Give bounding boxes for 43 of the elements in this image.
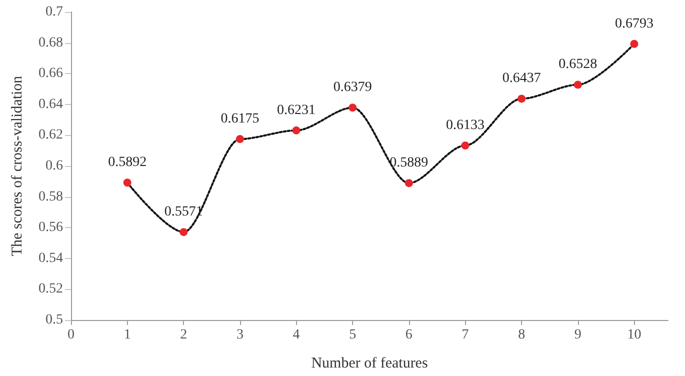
x-tick-label: 2 <box>180 328 188 342</box>
x-axis-title: Number of features <box>311 356 428 372</box>
y-tick-label: 0.5 <box>46 312 63 328</box>
point <box>574 80 582 89</box>
y-tick-label: 0.66 <box>38 66 63 82</box>
x-tick-label: 9 <box>574 328 582 342</box>
x-tick-label: 7 <box>462 328 469 342</box>
data-label: 0.6379 <box>333 80 372 96</box>
y-tick-label: 0.56 <box>38 220 63 236</box>
point <box>180 228 188 236</box>
y-tick-label: 0.62 <box>38 128 63 143</box>
y-tick-label: 0.6 <box>46 158 63 174</box>
x-tick-label: 5 <box>349 328 356 342</box>
point <box>404 179 413 188</box>
x-tick-label: 1 <box>124 328 131 342</box>
y-tick-label: 0.58 <box>38 189 63 204</box>
data-label: 0.6528 <box>558 57 598 72</box>
x-tick-label: 4 <box>292 328 300 342</box>
data-label: 0.6437 <box>502 71 541 86</box>
y-tick-label: 0.64 <box>38 96 63 112</box>
point <box>461 142 470 150</box>
data-label: 0.5889 <box>390 156 428 171</box>
x-tick-label: 0 <box>68 328 74 342</box>
point <box>348 104 357 112</box>
y-tick-label: 0.54 <box>38 250 63 266</box>
x-tick-label: 6 <box>405 328 412 342</box>
y-tick-label: 0.68 <box>38 35 63 50</box>
y-tick-label: 0.52 <box>38 282 63 297</box>
point <box>518 94 526 103</box>
point <box>630 40 638 48</box>
x-tick-label: 10 <box>627 328 642 342</box>
data-label: 0.6231 <box>277 102 316 118</box>
data-label: 0.6175 <box>220 112 260 127</box>
y-tick-label: 0.7 <box>46 4 63 20</box>
data-label: 0.6793 <box>614 16 654 32</box>
data-label: 0.6133 <box>446 118 484 134</box>
x-tick-label: 8 <box>518 328 526 342</box>
x-tick-label: 3 <box>236 328 244 342</box>
point <box>236 135 244 144</box>
point <box>292 126 300 134</box>
point <box>123 178 132 187</box>
data-label: 0.5892 <box>108 155 147 170</box>
y-axis-title: The scores of cross-validation <box>10 75 26 256</box>
